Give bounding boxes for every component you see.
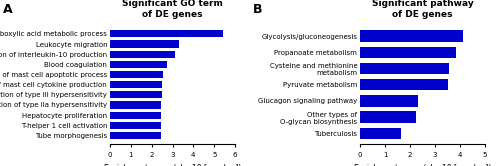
Bar	[110, 71, 163, 78]
Bar	[110, 112, 161, 119]
X-axis label: Enrichment score (–log10 [p-value]): Enrichment score (–log10 [p-value])	[104, 164, 241, 166]
Text: A: A	[2, 3, 12, 16]
Bar	[110, 51, 174, 58]
Bar	[360, 30, 462, 42]
Bar	[110, 81, 162, 88]
Bar	[110, 101, 161, 109]
Bar	[110, 41, 179, 48]
Bar	[360, 128, 401, 139]
Bar	[110, 91, 162, 98]
Bar	[360, 63, 449, 74]
Bar	[360, 111, 416, 123]
Bar	[360, 95, 418, 107]
Title: Significant GO term
of DE genes: Significant GO term of DE genes	[122, 0, 223, 19]
Bar	[360, 79, 448, 90]
X-axis label: Enrichment score (–log10 [p-value]): Enrichment score (–log10 [p-value])	[354, 164, 491, 166]
Title: Significant pathway
of DE genes: Significant pathway of DE genes	[372, 0, 474, 19]
Text: B: B	[252, 3, 262, 16]
Bar	[110, 30, 222, 38]
Bar	[110, 132, 161, 139]
Bar	[110, 122, 161, 129]
Bar	[360, 46, 456, 58]
Bar	[110, 61, 168, 68]
